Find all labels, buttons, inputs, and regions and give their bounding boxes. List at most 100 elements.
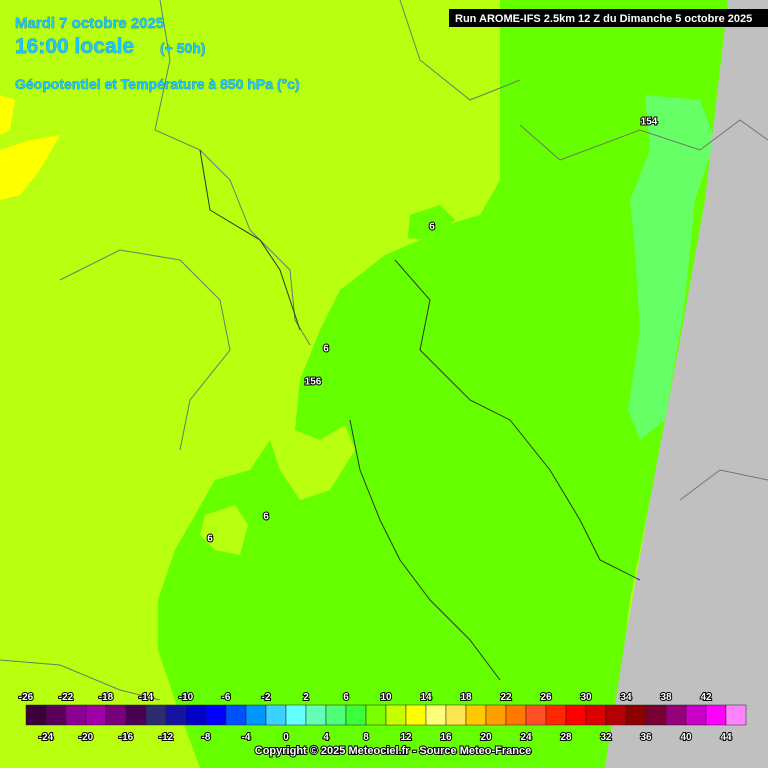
legend-label: 20 bbox=[480, 732, 492, 743]
legend-label: 2 bbox=[303, 692, 309, 703]
legend-label: 36 bbox=[640, 732, 652, 743]
legend-swatch bbox=[485, 704, 507, 726]
legend-swatch bbox=[265, 704, 287, 726]
legend-label: -22 bbox=[59, 692, 74, 703]
legend-swatch bbox=[105, 704, 127, 726]
legend-swatch bbox=[245, 704, 267, 726]
border-line bbox=[394, 259, 641, 581]
legend-label: 42 bbox=[700, 692, 712, 703]
border-line bbox=[154, 0, 311, 346]
legend-swatch bbox=[325, 704, 347, 726]
legend-swatch bbox=[225, 704, 247, 726]
legend-label: 24 bbox=[520, 732, 532, 743]
legend-label: 28 bbox=[560, 732, 572, 743]
legend-swatch bbox=[285, 704, 307, 726]
legend-label: -20 bbox=[79, 732, 94, 743]
contour-label: 154 bbox=[641, 117, 658, 128]
legend-label: -18 bbox=[99, 692, 114, 703]
legend-swatch bbox=[665, 704, 687, 726]
legend-swatch bbox=[365, 704, 387, 726]
forecast-date: Mardi 7 octobre 2025 bbox=[15, 15, 164, 32]
legend-label: 16 bbox=[440, 732, 452, 743]
legend-label: -14 bbox=[139, 692, 154, 703]
legend-swatch bbox=[545, 704, 567, 726]
legend-label: -12 bbox=[159, 732, 174, 743]
legend-label: 18 bbox=[460, 692, 472, 703]
legend-swatch bbox=[45, 704, 67, 726]
legend-swatch bbox=[585, 704, 607, 726]
forecast-time: 16:00 locale bbox=[15, 35, 134, 58]
contour-label: 6 bbox=[323, 344, 329, 355]
border-line bbox=[679, 469, 768, 501]
legend-label: 26 bbox=[540, 692, 552, 703]
legend-label: 34 bbox=[620, 692, 632, 703]
lead-time: (+ 50h) bbox=[160, 40, 206, 56]
legend-swatch bbox=[685, 704, 707, 726]
color-legend: -26-24-22-20-18-16-14-12-10-8-6-4-202468… bbox=[18, 691, 747, 744]
legend-label: 22 bbox=[500, 692, 512, 703]
legend-label: 44 bbox=[720, 732, 732, 743]
legend-label: 32 bbox=[600, 732, 612, 743]
legend-label: 40 bbox=[680, 732, 692, 743]
border-line bbox=[0, 659, 161, 701]
legend-swatch bbox=[145, 704, 167, 726]
warm-patch bbox=[0, 95, 15, 135]
legend-swatch bbox=[165, 704, 187, 726]
legend-label: 38 bbox=[660, 692, 672, 703]
legend-swatch bbox=[405, 704, 427, 726]
copyright: Copyright © 2025 Meteociel.fr - Source M… bbox=[255, 745, 531, 757]
legend-swatch bbox=[345, 704, 367, 726]
legend-swatch bbox=[725, 704, 747, 726]
legend-label: -24 bbox=[39, 732, 54, 743]
legend-swatch bbox=[305, 704, 327, 726]
legend-swatch bbox=[65, 704, 87, 726]
border-line bbox=[519, 119, 768, 161]
legend-label: -8 bbox=[202, 732, 211, 743]
warm-region bbox=[158, 0, 728, 768]
run-info: Run AROME-IFS 2.5km 12 Z du Dimanche 5 o… bbox=[455, 13, 752, 25]
run-box bbox=[449, 9, 768, 27]
legend-swatch bbox=[705, 704, 727, 726]
mild-strip bbox=[628, 95, 715, 440]
legend-swatch bbox=[125, 704, 147, 726]
legend-label: 14 bbox=[420, 692, 432, 703]
border-line bbox=[199, 149, 301, 331]
legend-swatch bbox=[385, 704, 407, 726]
legend-label: 6 bbox=[343, 692, 349, 703]
legend-label: -2 bbox=[262, 692, 271, 703]
legend-swatch bbox=[25, 704, 47, 726]
field-title: Géopotentiel et Température à 850 hPa (°… bbox=[15, 76, 300, 92]
legend-label: 0 bbox=[283, 732, 289, 743]
outside-domain bbox=[605, 0, 768, 768]
legend-label: -26 bbox=[19, 692, 34, 703]
legend-swatch bbox=[505, 704, 527, 726]
border-line bbox=[349, 419, 501, 681]
border-line bbox=[399, 0, 521, 101]
legend-label: 4 bbox=[323, 732, 329, 743]
legend-swatch bbox=[85, 704, 107, 726]
contour-label: 6 bbox=[263, 512, 269, 523]
border-line bbox=[59, 249, 231, 451]
cool-island bbox=[200, 505, 248, 555]
legend-swatch bbox=[205, 704, 227, 726]
legend-label: 12 bbox=[400, 732, 412, 743]
legend-label: 30 bbox=[580, 692, 592, 703]
legend-swatch bbox=[565, 704, 587, 726]
legend-label: 10 bbox=[380, 692, 392, 703]
contour-label: 6 bbox=[429, 222, 435, 233]
legend-label: -6 bbox=[222, 692, 231, 703]
warm-region bbox=[408, 205, 455, 240]
warm-patch bbox=[0, 135, 60, 200]
legend-swatch bbox=[445, 704, 467, 726]
legend-swatch bbox=[525, 704, 547, 726]
contour-label: 156 bbox=[305, 377, 322, 388]
legend-swatch bbox=[645, 704, 667, 726]
legend-label: -4 bbox=[242, 732, 251, 743]
legend-label: -16 bbox=[119, 732, 134, 743]
legend-swatch bbox=[605, 704, 627, 726]
legend-swatch bbox=[465, 704, 487, 726]
legend-swatch bbox=[185, 704, 207, 726]
legend-label: -10 bbox=[179, 692, 194, 703]
legend-swatch bbox=[625, 704, 647, 726]
